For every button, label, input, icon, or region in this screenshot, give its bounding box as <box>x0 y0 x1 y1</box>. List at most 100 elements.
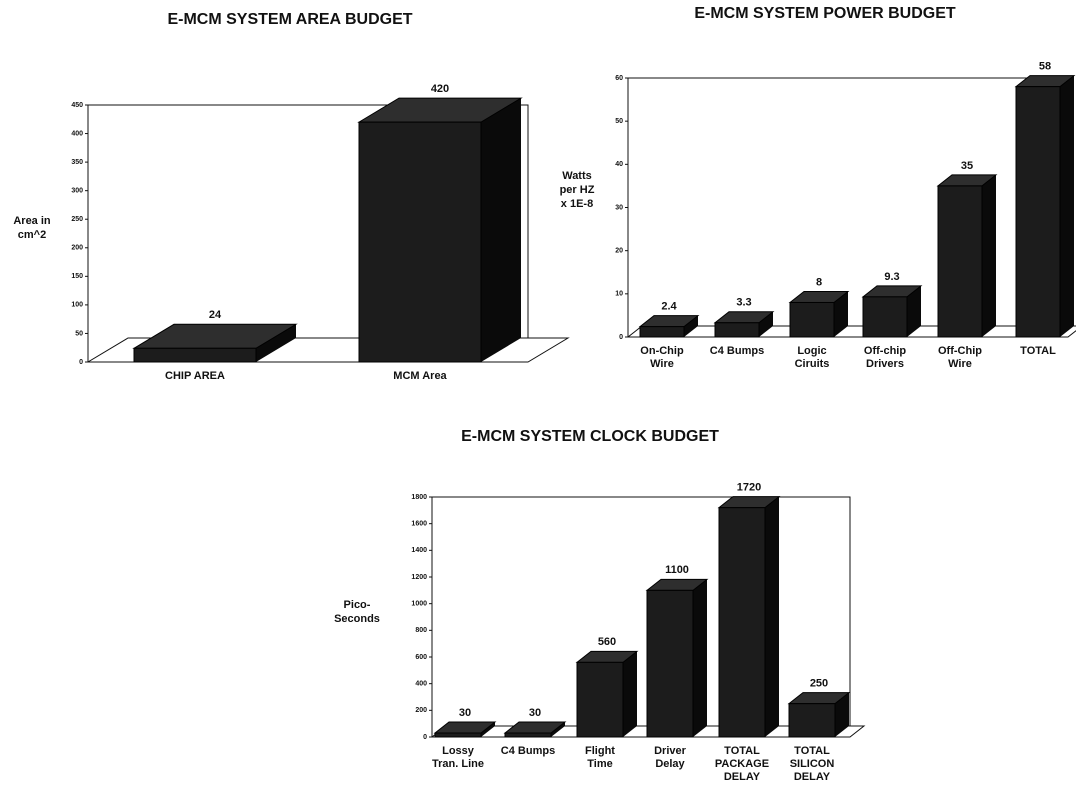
x-tick-label: PACKAGE <box>715 758 769 770</box>
y-tick-label: 400 <box>415 681 427 688</box>
x-tick-label: Time <box>587 758 612 770</box>
x-tick-label: TOTAL <box>724 745 760 757</box>
x-tick-label: Drivers <box>866 358 904 370</box>
x-tick-label: TOTAL <box>794 745 830 757</box>
y-axis-label: cm^2 <box>18 229 46 241</box>
y-tick-label: 10 <box>615 291 623 298</box>
y-tick-label: 1400 <box>411 547 427 554</box>
bar <box>1015 86 1061 338</box>
bar <box>133 347 257 363</box>
x-tick-label: Delay <box>655 758 685 770</box>
x-tick-label: Logic <box>797 345 826 357</box>
x-tick-label: Flight <box>585 745 615 757</box>
bar <box>788 703 836 738</box>
x-tick-label: Lossy <box>442 745 475 757</box>
back-wall <box>88 104 529 338</box>
x-tick-label: TOTAL <box>1020 345 1056 357</box>
y-tick-label: 250 <box>71 216 83 223</box>
y-tick-label: 150 <box>71 273 83 280</box>
y-tick-label: 450 <box>71 102 83 109</box>
bar-side <box>982 174 996 337</box>
bar <box>862 296 908 338</box>
value-label: 9.3 <box>884 271 899 283</box>
bar <box>358 121 482 363</box>
x-tick-label: On-Chip <box>640 345 684 357</box>
y-tick-label: 40 <box>615 161 623 168</box>
value-label: 30 <box>529 707 541 719</box>
back-wall <box>432 496 851 726</box>
x-tick-label: C4 Bumps <box>501 745 555 757</box>
y-tick-label: 60 <box>615 75 623 82</box>
value-label: 30 <box>459 707 471 719</box>
x-tick-label: Off-chip <box>864 345 906 357</box>
bar <box>789 301 835 338</box>
y-axis-label: Watts <box>562 170 592 182</box>
chart-title: E-MCM SYSTEM POWER BUDGET <box>694 5 956 22</box>
y-tick-label: 200 <box>415 707 427 714</box>
y-tick-label: 1000 <box>411 601 427 608</box>
bar <box>718 507 766 738</box>
y-axis-label: Area in <box>13 215 51 227</box>
bar-side <box>481 722 495 737</box>
x-tick-label: Ciruits <box>795 358 830 370</box>
value-label: 1100 <box>665 564 689 576</box>
value-label: 560 <box>598 636 616 648</box>
bar-side <box>907 285 921 337</box>
bar <box>937 185 983 338</box>
y-axis-label: per HZ <box>560 184 595 196</box>
y-tick-label: 0 <box>619 334 623 341</box>
bar <box>639 326 685 338</box>
x-tick-label: C4 Bumps <box>710 345 764 357</box>
x-tick-label: Wire <box>650 358 674 370</box>
bar-side <box>693 579 707 737</box>
bar <box>504 732 552 738</box>
y-tick-label: 300 <box>71 188 83 195</box>
value-label: 420 <box>431 83 449 95</box>
y-axis-label: Pico- <box>344 599 371 611</box>
bar-side <box>684 315 698 337</box>
y-tick-label: 100 <box>71 302 83 309</box>
bar-side <box>623 651 637 737</box>
value-label: 2.4 <box>661 301 677 313</box>
bar <box>646 589 694 738</box>
bar-side <box>551 722 565 737</box>
y-tick-label: 1200 <box>411 574 427 581</box>
value-label: 1720 <box>737 482 761 494</box>
bar-side <box>759 311 773 337</box>
value-label: 8 <box>816 276 822 288</box>
x-tick-label: CHIP AREA <box>165 370 225 382</box>
bar <box>576 661 624 738</box>
y-tick-label: 50 <box>75 330 83 337</box>
x-tick-label: Driver <box>654 745 687 757</box>
bar <box>434 732 482 738</box>
y-tick-label: 200 <box>71 245 83 252</box>
y-tick-label: 400 <box>71 130 83 137</box>
bar-side <box>481 98 521 362</box>
value-label: 35 <box>961 160 973 172</box>
x-tick-label: Wire <box>948 358 972 370</box>
bar-side <box>835 692 849 737</box>
bar-side <box>1060 75 1074 337</box>
x-tick-label: MCM Area <box>393 370 447 382</box>
y-axis-label: x 1E-8 <box>561 198 593 210</box>
x-tick-label: SILICON <box>790 758 835 770</box>
y-tick-label: 350 <box>71 159 83 166</box>
bar-side <box>256 324 296 362</box>
y-tick-label: 1800 <box>411 494 427 501</box>
y-tick-label: 50 <box>615 118 623 125</box>
y-tick-label: 600 <box>415 654 427 661</box>
value-label: 250 <box>810 678 828 690</box>
value-label: 3.3 <box>736 297 751 309</box>
y-tick-label: 20 <box>615 248 623 255</box>
y-axis-label: Seconds <box>334 613 380 625</box>
y-tick-label: 0 <box>423 734 427 741</box>
back-wall <box>628 77 1069 326</box>
x-tick-label: DELAY <box>724 771 761 783</box>
bar-side <box>765 496 779 737</box>
value-label: 58 <box>1039 61 1051 73</box>
y-tick-label: 1600 <box>411 521 427 528</box>
y-tick-label: 30 <box>615 204 623 211</box>
y-tick-label: 0 <box>79 359 83 366</box>
bar <box>714 322 760 338</box>
